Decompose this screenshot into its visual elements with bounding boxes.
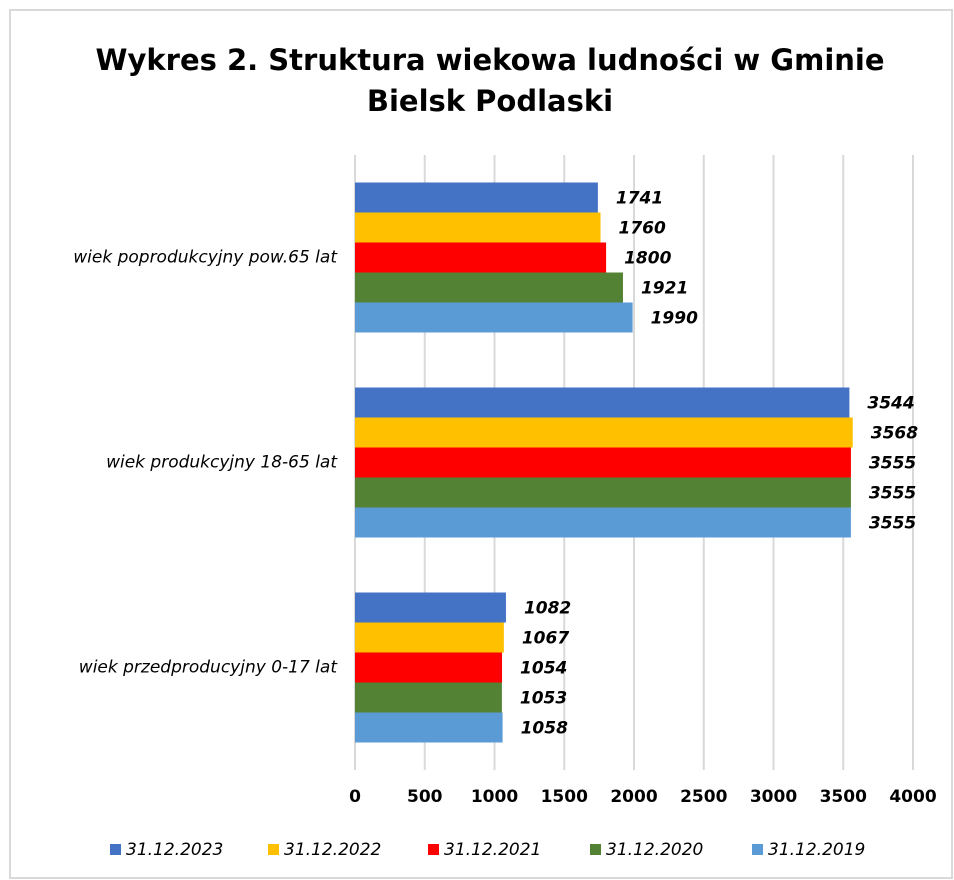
category-label: wiek produkcyjny 18-65 lat bbox=[106, 453, 338, 473]
bar bbox=[355, 302, 633, 333]
x-tick-label: 1000 bbox=[471, 787, 518, 807]
legend-swatch bbox=[752, 844, 763, 855]
legend-swatch bbox=[268, 844, 279, 855]
data-label: 1058 bbox=[521, 719, 568, 739]
chart-title: Bielsk Podlaski bbox=[367, 84, 613, 118]
bar bbox=[355, 592, 506, 623]
category-label: wiek przedproducyjny 0-17 lat bbox=[79, 658, 339, 678]
data-label: 1082 bbox=[524, 599, 571, 619]
x-tick-label: 500 bbox=[407, 787, 443, 807]
chart-title: Wykres 2. Struktura wiekowa ludności w G… bbox=[95, 43, 884, 77]
bar bbox=[355, 652, 503, 683]
data-label: 3555 bbox=[869, 514, 916, 534]
bar bbox=[355, 507, 851, 538]
bar bbox=[355, 417, 853, 448]
bar bbox=[355, 712, 503, 743]
bar bbox=[355, 682, 502, 713]
bar bbox=[355, 272, 623, 303]
data-label: 3568 bbox=[871, 424, 918, 444]
bar bbox=[355, 447, 851, 478]
data-label: 3555 bbox=[869, 484, 916, 504]
bar bbox=[355, 182, 598, 213]
bar bbox=[355, 387, 850, 418]
x-tick-label: 4000 bbox=[889, 787, 936, 807]
data-label: 1800 bbox=[624, 249, 671, 269]
x-tick-label: 3000 bbox=[750, 787, 797, 807]
x-tick-label: 3500 bbox=[820, 787, 867, 807]
legend-swatch bbox=[110, 844, 121, 855]
legend-label: 31.12.2019 bbox=[768, 840, 865, 860]
x-tick-label: 2500 bbox=[680, 787, 727, 807]
data-label: 1921 bbox=[641, 279, 688, 299]
category-label: wiek poprodukcyjny pow.65 lat bbox=[73, 248, 338, 268]
legend-label: 31.12.2020 bbox=[606, 840, 703, 860]
x-tick-label: 1500 bbox=[541, 787, 588, 807]
x-tick-label: 2000 bbox=[610, 787, 657, 807]
data-label: 1741 bbox=[616, 189, 663, 209]
data-label: 1990 bbox=[651, 309, 698, 329]
legend-swatch bbox=[428, 844, 439, 855]
legend-label: 31.12.2021 bbox=[444, 840, 541, 860]
data-label: 3555 bbox=[869, 454, 916, 474]
data-label: 3544 bbox=[867, 394, 914, 414]
bar bbox=[355, 212, 601, 243]
bar bbox=[355, 242, 607, 273]
data-label: 1053 bbox=[520, 689, 567, 709]
data-label: 1054 bbox=[520, 659, 567, 679]
legend-label: 31.12.2022 bbox=[284, 840, 381, 860]
data-label: 1760 bbox=[619, 219, 666, 239]
legend-swatch bbox=[590, 844, 601, 855]
bar bbox=[355, 622, 504, 653]
x-tick-label: 0 bbox=[349, 787, 361, 807]
data-label: 1067 bbox=[522, 629, 569, 649]
bar bbox=[355, 477, 851, 508]
legend-label: 31.12.2023 bbox=[126, 840, 223, 860]
